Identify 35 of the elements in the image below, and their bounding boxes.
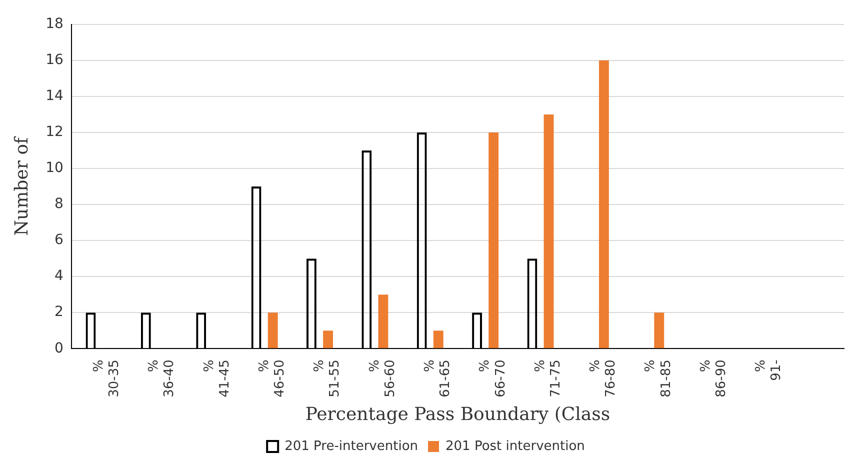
bar	[433, 330, 444, 348]
x-tick-label: % 56-60	[367, 360, 398, 398]
y-tick-label: 8	[54, 196, 64, 212]
bar	[323, 330, 333, 348]
bar	[378, 294, 388, 348]
x-tick-label: % 61-65	[422, 360, 454, 398]
x-tick-label: % 76-80	[588, 360, 619, 398]
x-axis-title: Percentage Pass Boundary (Class	[305, 404, 610, 425]
y-tick-label: 16	[46, 52, 64, 68]
y-axis-title: Number of	[11, 136, 32, 236]
x-tick-label: % 36-40	[146, 360, 178, 398]
x-tick-label: % 66-70	[478, 360, 508, 398]
x-tick-label: % 81-85	[643, 360, 674, 398]
y-tick-label: 18	[46, 16, 64, 32]
y-tick-label: 6	[54, 232, 64, 248]
x-tick-label: % 30-35	[91, 360, 122, 398]
bar	[268, 312, 278, 348]
x-tick-label: % 51-55	[312, 360, 343, 398]
y-tick-label: 2	[54, 304, 64, 320]
y-tick-label: 0	[54, 340, 64, 356]
bar	[598, 60, 609, 348]
bar	[488, 132, 499, 348]
legend-label: 201 Pre-intervention	[284, 438, 418, 454]
legend-label: 201 Post intervention	[446, 438, 585, 454]
x-tick-label: % 91-	[754, 359, 784, 381]
x-tick-label: % 71-75	[532, 360, 564, 398]
x-tick-label: % 41-45	[202, 360, 232, 398]
x-tick-label: % 46-50	[256, 360, 288, 398]
bar	[654, 312, 664, 348]
y-tick-label: 14	[46, 88, 64, 104]
y-tick-label: 10	[46, 160, 64, 176]
y-tick-label: 4	[54, 268, 64, 284]
x-tick-label: % 86-90	[698, 360, 730, 398]
bar	[544, 114, 554, 348]
y-tick-label: 12	[46, 124, 64, 140]
